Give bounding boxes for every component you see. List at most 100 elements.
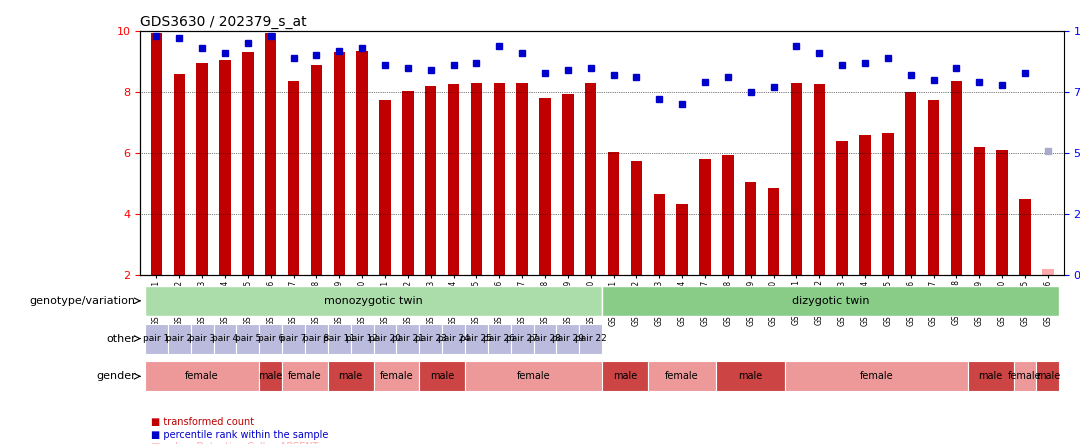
Bar	[882, 133, 893, 275]
Bar	[723, 155, 733, 275]
Bar	[676, 203, 688, 275]
Bar	[928, 100, 940, 275]
Text: female: female	[186, 371, 219, 381]
Bar	[265, 32, 276, 275]
Text: male: male	[430, 371, 455, 381]
Bar	[950, 81, 962, 275]
FancyBboxPatch shape	[465, 361, 602, 391]
Text: pair 29: pair 29	[552, 334, 584, 343]
FancyBboxPatch shape	[716, 361, 785, 391]
FancyBboxPatch shape	[305, 324, 328, 353]
Bar	[197, 63, 207, 275]
FancyBboxPatch shape	[259, 324, 282, 353]
Bar	[448, 84, 459, 275]
Bar	[836, 141, 848, 275]
Bar	[1020, 199, 1030, 275]
Text: pair 22: pair 22	[575, 334, 607, 343]
Text: dizygotic twin: dizygotic twin	[792, 296, 869, 306]
Text: pair 3: pair 3	[189, 334, 215, 343]
FancyBboxPatch shape	[191, 324, 214, 353]
Bar	[860, 135, 870, 275]
Text: ■ value, Detection Call = ABSENT: ■ value, Detection Call = ABSENT	[151, 442, 319, 444]
FancyBboxPatch shape	[328, 361, 374, 391]
Text: male: male	[1036, 371, 1059, 381]
Text: pair 28: pair 28	[529, 334, 561, 343]
FancyBboxPatch shape	[419, 324, 442, 353]
FancyBboxPatch shape	[259, 361, 282, 391]
Text: pair 5: pair 5	[234, 334, 261, 343]
FancyBboxPatch shape	[511, 324, 534, 353]
Text: pair 11: pair 11	[323, 334, 355, 343]
Bar	[1042, 269, 1053, 275]
Text: male: male	[739, 371, 762, 381]
FancyBboxPatch shape	[145, 286, 602, 316]
Text: other: other	[106, 333, 136, 344]
Bar	[585, 83, 596, 275]
Text: pair 7: pair 7	[281, 334, 307, 343]
FancyBboxPatch shape	[328, 324, 351, 353]
FancyBboxPatch shape	[237, 324, 259, 353]
Bar	[311, 65, 322, 275]
FancyBboxPatch shape	[534, 324, 556, 353]
Text: pair 26: pair 26	[484, 334, 515, 343]
Text: gender: gender	[96, 371, 136, 381]
Bar	[653, 194, 665, 275]
FancyBboxPatch shape	[785, 361, 968, 391]
Text: pair 24: pair 24	[437, 334, 470, 343]
Text: ■ transformed count: ■ transformed count	[151, 417, 254, 428]
FancyBboxPatch shape	[374, 361, 419, 391]
Text: male: male	[258, 371, 283, 381]
FancyBboxPatch shape	[602, 286, 1059, 316]
FancyBboxPatch shape	[282, 324, 305, 353]
FancyBboxPatch shape	[488, 324, 511, 353]
Bar	[699, 159, 711, 275]
Bar	[471, 83, 482, 275]
FancyBboxPatch shape	[442, 324, 465, 353]
FancyBboxPatch shape	[648, 361, 716, 391]
Bar	[745, 182, 756, 275]
Text: female: female	[1008, 371, 1042, 381]
Text: pair 25: pair 25	[460, 334, 492, 343]
Bar	[402, 91, 414, 275]
FancyBboxPatch shape	[602, 361, 648, 391]
Text: female: female	[379, 371, 414, 381]
Bar	[813, 84, 825, 275]
Bar	[973, 147, 985, 275]
Text: pair 2: pair 2	[166, 334, 192, 343]
Bar	[791, 83, 802, 275]
Text: female: female	[516, 371, 551, 381]
Text: pair 21: pair 21	[392, 334, 423, 343]
Text: pair 8: pair 8	[303, 334, 329, 343]
FancyBboxPatch shape	[214, 324, 237, 353]
Text: pair 20: pair 20	[369, 334, 401, 343]
Text: male: male	[338, 371, 363, 381]
Text: pair 23: pair 23	[415, 334, 447, 343]
FancyBboxPatch shape	[396, 324, 419, 353]
Bar	[288, 81, 299, 275]
FancyBboxPatch shape	[145, 361, 259, 391]
Text: female: female	[665, 371, 699, 381]
Bar	[539, 98, 551, 275]
Bar	[151, 32, 162, 275]
Text: monozygotic twin: monozygotic twin	[324, 296, 423, 306]
FancyBboxPatch shape	[282, 361, 328, 391]
FancyBboxPatch shape	[419, 361, 465, 391]
FancyBboxPatch shape	[579, 324, 602, 353]
Text: pair 1: pair 1	[144, 334, 170, 343]
Bar	[768, 188, 780, 275]
Text: pair 4: pair 4	[212, 334, 238, 343]
Bar	[334, 52, 345, 275]
FancyBboxPatch shape	[968, 361, 1013, 391]
Text: pair 12: pair 12	[347, 334, 378, 343]
Bar	[905, 92, 916, 275]
Text: pair 27: pair 27	[507, 334, 538, 343]
Bar	[631, 161, 643, 275]
FancyBboxPatch shape	[556, 324, 579, 353]
Text: ■ percentile rank within the sample: ■ percentile rank within the sample	[151, 430, 328, 440]
FancyBboxPatch shape	[167, 324, 191, 353]
Text: female: female	[860, 371, 893, 381]
Bar	[494, 83, 505, 275]
Bar	[379, 100, 391, 275]
Text: genotype/variation: genotype/variation	[30, 296, 136, 306]
Text: GDS3630 / 202379_s_at: GDS3630 / 202379_s_at	[140, 15, 307, 29]
